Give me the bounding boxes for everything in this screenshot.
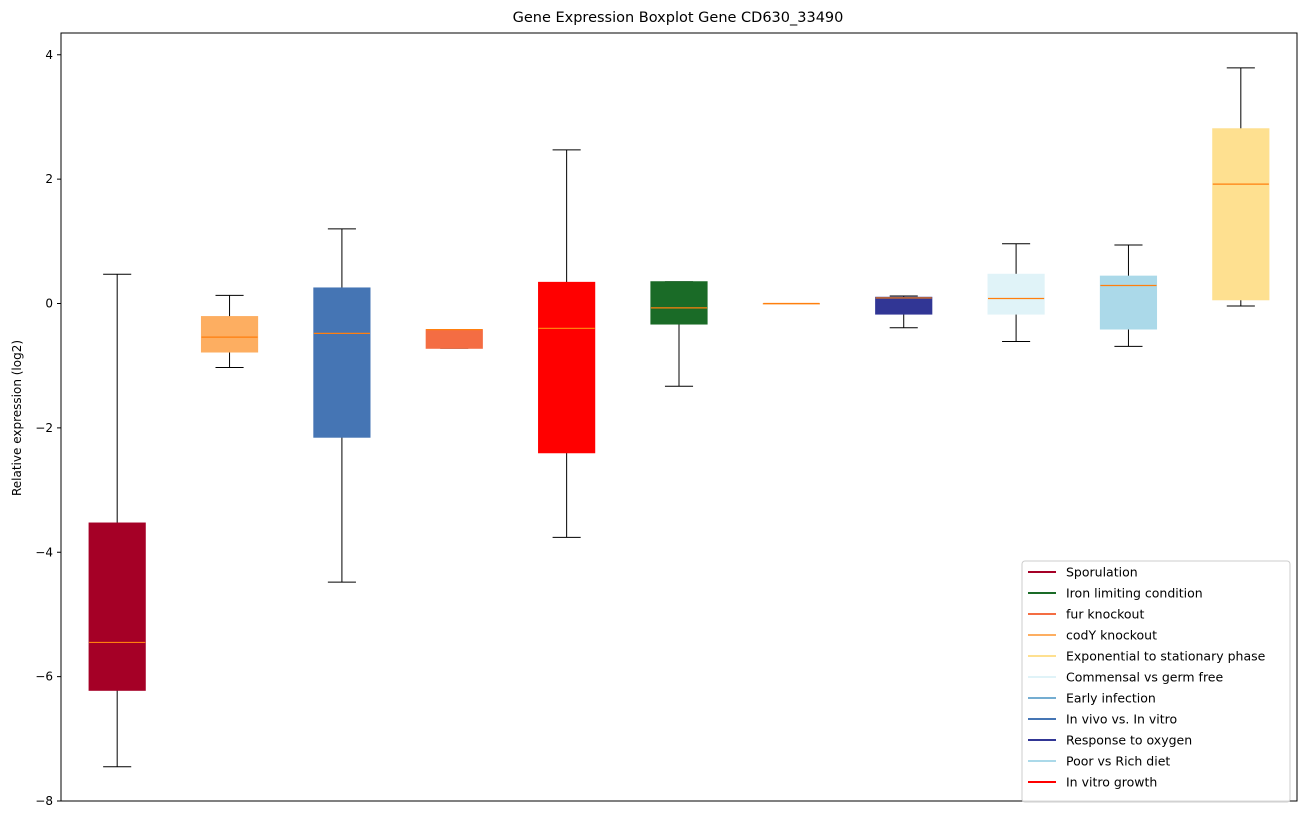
box-series (88, 67, 1270, 768)
legend: Sporulation Iron limiting condition fur kn… (1021, 560, 1291, 803)
legend-label: Poor vs Rich diet (1066, 754, 1170, 769)
y-tick-label: −4 (35, 545, 53, 559)
box-group (1099, 244, 1158, 347)
box-group (538, 149, 596, 538)
y-axis-label: Relative expression (log2) (10, 340, 24, 496)
legend-label: Early infection (1066, 691, 1156, 706)
box-group (650, 281, 708, 387)
plot-frame (60, 32, 1298, 802)
y-tick-label: −2 (35, 421, 53, 435)
y-axis: 4 2 0 −2 −4 −6 −8 (35, 48, 61, 808)
legend-label: fur knockout (1066, 607, 1144, 622)
box-group (987, 243, 1045, 342)
box-body (538, 281, 596, 454)
legend-label: Iron limiting condition (1066, 586, 1203, 601)
box-body (650, 281, 708, 325)
box-group (88, 273, 146, 768)
legend-label: Exponential to stationary phase (1066, 649, 1266, 664)
legend-label: In vitro growth (1066, 775, 1157, 790)
box-body (1099, 275, 1158, 330)
y-tick-label: −6 (35, 670, 53, 684)
y-tick-label: −8 (35, 794, 53, 808)
box-body (987, 273, 1045, 315)
box-body (425, 329, 483, 349)
box-group (313, 228, 371, 583)
box-group (875, 295, 933, 329)
y-tick-label: 0 (45, 297, 53, 311)
box-group (425, 329, 483, 349)
legend-label: Commensal vs germ free (1066, 670, 1223, 685)
box-group (762, 302, 820, 305)
box-body (88, 522, 146, 691)
box-group (200, 294, 259, 369)
chart-title: Gene Expression Boxplot Gene CD630_33490 (513, 10, 844, 26)
box-body (313, 287, 371, 438)
legend-label: In vivo vs. In vitro (1066, 712, 1177, 727)
box-body (875, 296, 933, 315)
legend-label: codY knockout (1066, 628, 1157, 643)
y-tick-label: 4 (45, 48, 53, 62)
box-body (200, 316, 259, 353)
legend-label: Sporulation (1066, 565, 1138, 580)
legend-box (1021, 560, 1291, 803)
legend-label: Response to oxygen (1066, 733, 1192, 748)
box-group (1212, 67, 1270, 307)
box-body (1212, 128, 1270, 301)
y-tick-label: 2 (45, 172, 53, 186)
